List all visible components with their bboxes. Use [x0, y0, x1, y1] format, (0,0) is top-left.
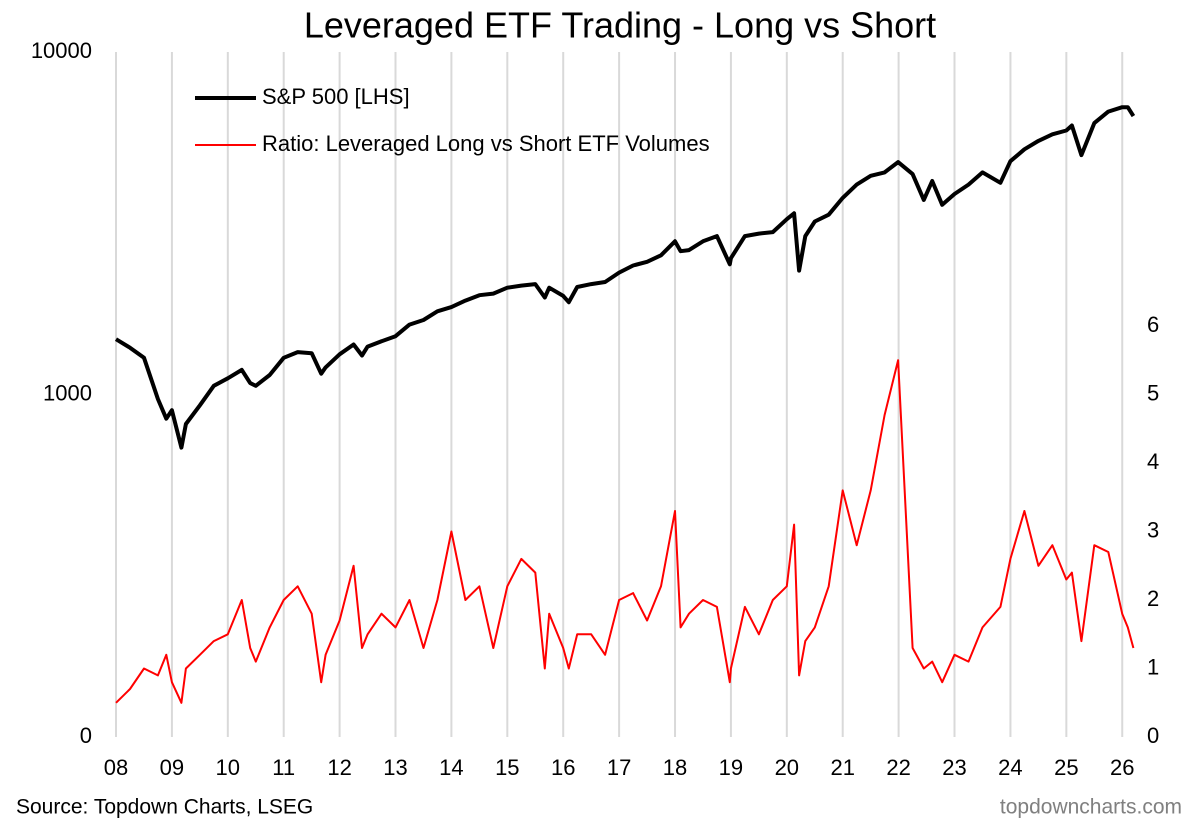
- x-tick-label: 21: [830, 755, 854, 780]
- x-tick-label: 19: [719, 755, 743, 780]
- x-tick-label: 24: [998, 755, 1022, 780]
- x-tick-label: 18: [663, 755, 687, 780]
- x-tick-label: 09: [160, 755, 184, 780]
- y2-tick-label: 0: [1147, 723, 1159, 748]
- x-tick-label: 15: [495, 755, 519, 780]
- x-tick-label: 22: [886, 755, 910, 780]
- y2-tick-label: 1: [1147, 654, 1159, 679]
- legend-label: Ratio: Leveraged Long vs Short ETF Volum…: [262, 131, 710, 156]
- series-line: [114, 105, 1136, 450]
- chart-title: Leveraged ETF Trading - Long vs Short: [304, 5, 936, 46]
- y-tick-label: 10000: [31, 38, 92, 63]
- x-tick-label: 14: [439, 755, 463, 780]
- y2-tick-label: 4: [1147, 449, 1159, 474]
- y-tick-label: 1000: [43, 380, 92, 405]
- x-tick-label: 17: [607, 755, 631, 780]
- x-tick-label: 13: [383, 755, 407, 780]
- x-tick-label: 11: [272, 755, 295, 780]
- series-line: [115, 359, 1135, 704]
- y2-tick-label: 5: [1147, 380, 1159, 405]
- x-tick-label: 16: [551, 755, 575, 780]
- x-tick-label: 08: [104, 755, 128, 780]
- y-tick-label: 0: [80, 723, 92, 748]
- x-tick-label: 23: [942, 755, 966, 780]
- y2-tick-label: 3: [1147, 517, 1159, 542]
- x-tick-label: 20: [775, 755, 799, 780]
- legend-label: S&P 500 [LHS]: [262, 84, 410, 109]
- y2-tick-label: 2: [1147, 586, 1159, 611]
- source: Source: Topdown Charts, LSEG: [16, 796, 313, 819]
- y2-tick-label: 6: [1147, 312, 1159, 337]
- x-tick-label: 25: [1054, 755, 1078, 780]
- x-tick-label: 26: [1110, 755, 1134, 780]
- x-tick-label: 10: [216, 755, 240, 780]
- x-tick-label: 12: [327, 755, 351, 780]
- watermark: topdowncharts.com: [1000, 796, 1182, 819]
